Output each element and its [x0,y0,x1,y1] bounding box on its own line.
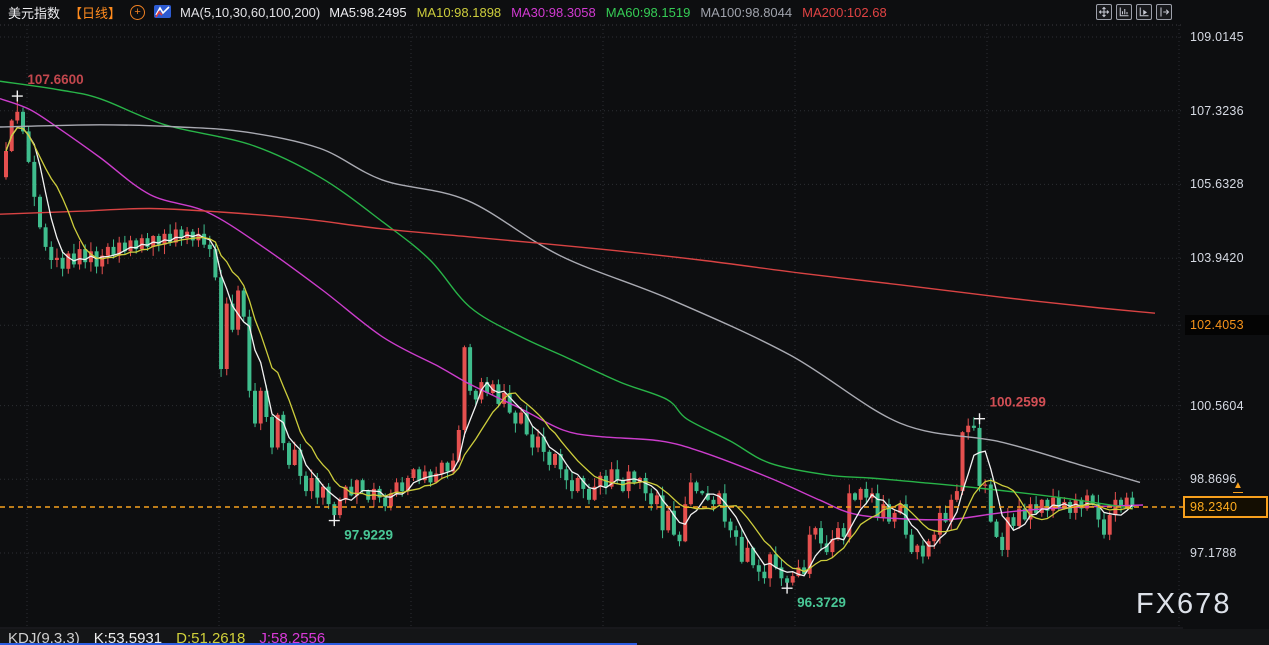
header-ma-value: MA10:98.1898 [416,5,502,20]
ma-line-ma30 [0,98,1144,521]
extreme-price-label: 96.3729 [797,595,846,610]
extreme-price-label: 100.2599 [990,395,1046,410]
axis-price-label: 107.3236 [1190,103,1244,118]
chart-axes-icon[interactable] [1116,4,1132,20]
axis-price-label: 103.9420 [1190,251,1244,266]
ma-line-ma100 [0,124,1141,484]
annotations-layer: 107.6600 97.9229 96.3729 100.2599 [11,72,1046,610]
header-ma-value: MA200:102.68 [802,5,887,20]
chart-header: 美元指数 【日线】 + MA(5,10,30,60,100,200) MA5:9… [0,0,1098,25]
header-ma-value: MA60:98.1519 [605,5,691,20]
kdj-label: KDJ(9,3,3) [8,630,80,645]
extreme-cross-marker [781,582,793,594]
fx678-logo-icon [154,4,172,22]
extreme-cross-marker [328,515,340,527]
chart-play-icon[interactable] [1136,4,1152,20]
header-ma-value: MA5:98.2495 [329,5,407,20]
compare-plus-icon[interactable]: + [130,5,146,20]
symbol-name: 美元指数 [8,6,61,21]
ma-line-ma5 [5,126,1133,577]
axis-price-label: 100.5604 [1190,398,1244,413]
bottom-progress-line [0,643,637,645]
axis-price-label: 105.6328 [1190,177,1244,192]
kdj-d-value: D:51.2618 [176,630,246,645]
kdj-pane-header: KDJ(9,3,3) K:53.5931 D:51.2618 J:58.2556 [0,629,1269,645]
ma-line-ma200 [0,207,1156,314]
grid-layer [0,24,1183,629]
move-crosshair-icon[interactable] [1096,4,1112,20]
ma-line-ma10 [5,126,1133,573]
period-label[interactable]: 【日线】 [69,6,122,21]
axis-price-label: 97.1788 [1190,546,1237,561]
extreme-price-label: 97.9229 [344,528,393,543]
kdj-j-value: J:58.2556 [259,630,326,645]
axis-price-label: 98.8696 [1190,472,1237,487]
ma-line-ma60 [0,80,1134,510]
kdj-k-value: K:53.5931 [93,630,163,645]
extreme-price-label: 107.6600 [27,72,83,87]
exit-right-icon[interactable] [1156,4,1172,20]
fx678-watermark: FX678 [1136,588,1232,620]
scroll-to-latest-icon[interactable]: ▲ [1233,480,1243,494]
extreme-cross-marker [974,413,986,425]
price-axis[interactable]: 109.0145 107.3236 105.6328 103.9420 102.4053… [1183,0,1269,645]
ma-group-label[interactable]: MA(5,10,30,60,100,200) [180,5,321,20]
extreme-cross-marker [11,90,23,102]
axis-price-label: 109.0145 [1190,30,1244,44]
ma-overlays-layer [0,80,1156,577]
ma-values: MA5:98.2495 MA10:98.1898 MA30:98.3058 MA60:… [329,5,886,20]
kdj-values: KDJ(9,3,3) K:53.5931 D:51.2618 J:58.2556 [8,630,339,645]
chart-toolbar [1096,4,1172,20]
header-ma-value: MA100:98.8044 [700,5,793,20]
header-ma-value: MA30:98.3058 [511,5,596,20]
axis-orange-tag: 102.4053 [1185,315,1269,336]
last-price-tag: 98.2340 [1183,496,1268,519]
